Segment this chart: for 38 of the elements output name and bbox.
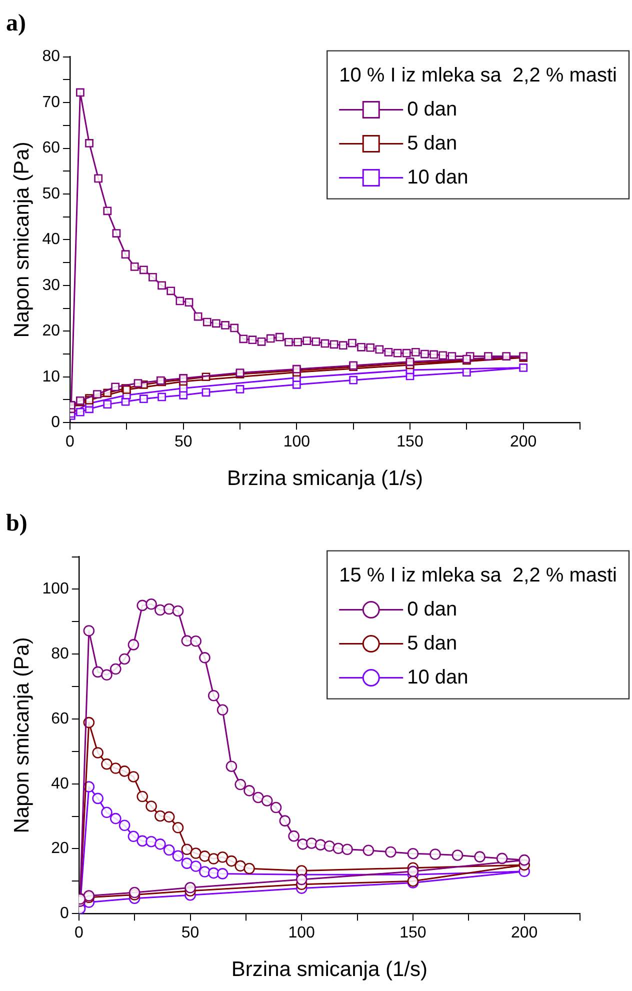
- x-tick-label: 50: [174, 434, 192, 451]
- legend-label: 0 dan: [407, 598, 458, 620]
- y-tick-label: 20: [51, 840, 69, 858]
- chart-title: a): [6, 10, 26, 37]
- y-tick-label: 80: [42, 48, 60, 66]
- legend-title: 10 % I iz mleka sa 2,2 % masti: [339, 64, 618, 86]
- y-tick-label: 10: [42, 368, 60, 386]
- x-axis-title: Brzina smicanja (1/s): [226, 467, 424, 490]
- y-tick-label: 20: [42, 322, 60, 340]
- y-tick-label: 50: [42, 185, 60, 202]
- x-tick-label: 150: [400, 924, 426, 942]
- chart-title: b): [6, 510, 28, 537]
- y-axis-title: Napon smicanja (Pa): [10, 637, 34, 834]
- legend-label: 5 dan: [407, 132, 458, 154]
- y-tick-label: 80: [51, 646, 69, 663]
- y-tick-label: 40: [42, 231, 60, 248]
- legend-label: 10 dan: [407, 666, 468, 688]
- y-tick-label: 70: [42, 94, 60, 111]
- y-tick-label: 30: [42, 276, 60, 294]
- legend-title: 15 % I iz mleka sa 2,2 % masti: [339, 564, 618, 586]
- x-axis-title: Brzina smicanja (1/s): [231, 958, 428, 982]
- x-tick-label: 150: [396, 434, 424, 451]
- x-tick-label: 0: [74, 924, 84, 942]
- y-tick-label: 0: [60, 905, 69, 922]
- y-tick-label: 60: [42, 140, 60, 157]
- y-tick-label: 60: [51, 710, 69, 728]
- y-tick-label: 100: [42, 580, 69, 598]
- y-tick-label: 40: [51, 775, 69, 792]
- y-axis-title: Napon smicanja (Pa): [10, 142, 34, 338]
- x-tick-label: 100: [288, 924, 316, 942]
- x-tick-label: 200: [510, 924, 538, 942]
- x-tick-label: 200: [510, 434, 537, 451]
- y-tick-label: 0: [51, 414, 60, 432]
- legend-label: 0 dan: [407, 98, 458, 120]
- x-tick-label: 50: [181, 924, 200, 942]
- legend-label: 5 dan: [407, 632, 458, 654]
- legend-label: 10 dan: [407, 166, 468, 188]
- x-tick-label: 100: [283, 434, 310, 451]
